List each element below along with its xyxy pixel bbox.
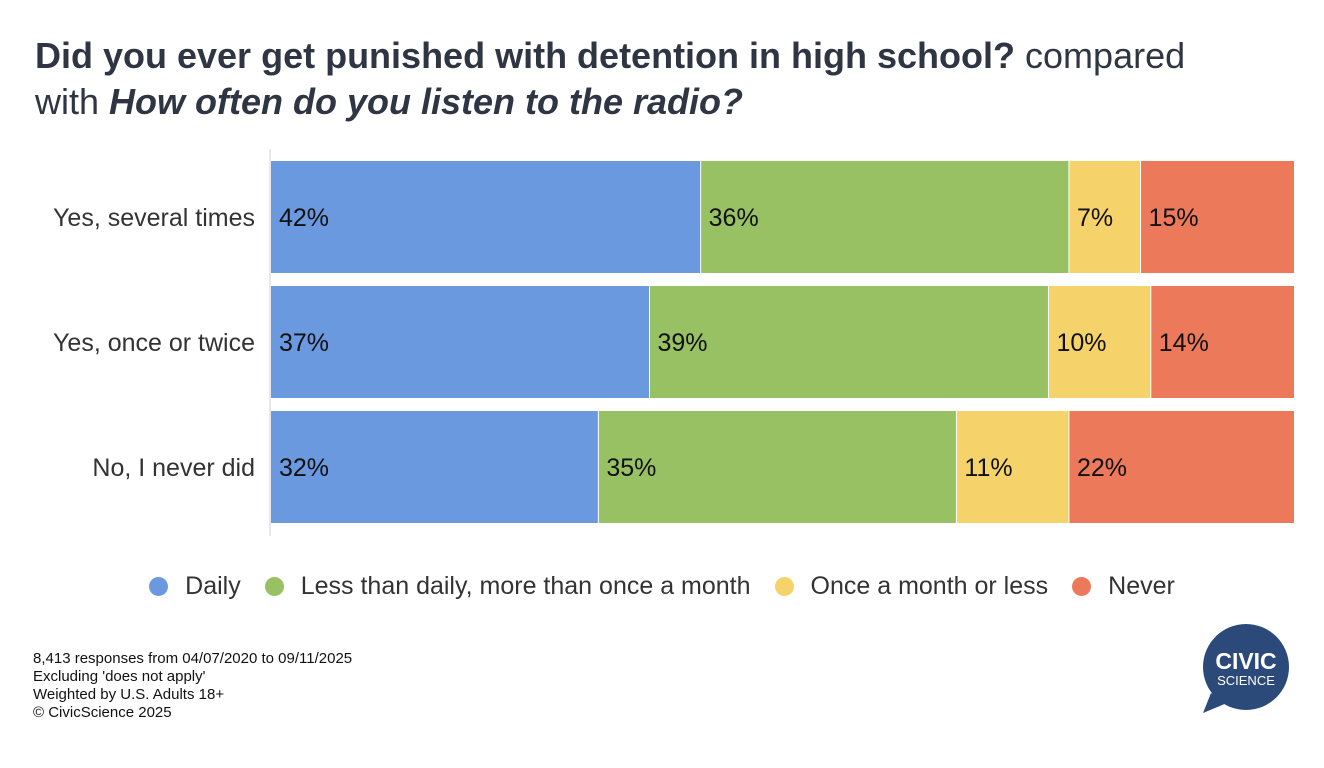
bar-yes-once-or-twice-less-than-daily-more-than-once-a-month (649, 286, 1049, 398)
legend-label-once-a-month: Once a month or less (810, 572, 1049, 600)
bar-yes-several-times-daily (271, 161, 701, 273)
bar-no-i-never-did-daily (271, 411, 599, 523)
data-label-yes-once-or-twice-daily: 37% (279, 329, 329, 357)
category-label-no-i-never-did: No, I never did (92, 454, 255, 482)
legend-swatch-less-than-daily (264, 577, 284, 596)
legend-label-less-than-daily: Less than daily, more than once a month (300, 572, 751, 600)
data-label-no-i-never-did-less-than-daily-more-than-once-a-month: 35% (606, 454, 656, 482)
data-label-yes-several-times-never: 15% (1149, 204, 1199, 232)
data-label-no-i-never-did-never: 22% (1077, 454, 1127, 482)
bar-no-i-never-did-less-than-daily-more-than-once-a-month (598, 411, 957, 523)
footnote-exclusion: Excluding 'does not apply' (33, 668, 206, 685)
legend-item-daily: Daily (149, 572, 241, 601)
logo-bubble (1203, 624, 1289, 710)
bar-yes-once-or-twice-once-a-month-or-less (1048, 286, 1151, 398)
legend-swatch-once-a-month (774, 577, 794, 596)
logo-text-civic: CIVIC (1215, 648, 1276, 674)
bar-no-i-never-did-once-a-month-or-less (956, 411, 1069, 523)
data-label-yes-once-or-twice-never: 14% (1159, 329, 1209, 357)
legend-label-daily: Daily (185, 572, 241, 600)
footnote-responses: 8,413 responses from 04/07/2020 to 09/11… (33, 650, 353, 667)
legend-item-never: Never (1072, 572, 1175, 601)
logo-text-science: SCIENCE (1217, 673, 1275, 688)
legend-label-never: Never (1108, 572, 1175, 600)
civicscience-logo: CIVIC SCIENCE (1203, 624, 1289, 713)
footnotes: 8,413 responses from 04/07/2020 to 09/11… (33, 650, 352, 722)
bar-yes-several-times-never (1140, 161, 1294, 273)
bar-yes-once-or-twice-never (1150, 286, 1294, 398)
legend-item-less-than-daily: Less than daily, more than once a month (264, 572, 751, 601)
data-label-yes-once-or-twice-once-a-month-or-less: 10% (1056, 329, 1106, 357)
category-label-yes-several-times: Yes, several times (53, 204, 255, 232)
bar-yes-several-times-less-than-daily-more-than-once-a-month (700, 161, 1069, 273)
data-label-no-i-never-did-once-a-month-or-less: 11% (964, 454, 1012, 482)
bar-no-i-never-did-never (1068, 411, 1294, 523)
title-connector-with: with (35, 81, 100, 122)
title-question-2: How often do you listen to the radio? (109, 81, 744, 122)
chart-title: Did you ever get punished with detention… (35, 33, 1295, 125)
bar-yes-once-or-twice-daily (271, 286, 650, 398)
legend-swatch-daily (149, 577, 169, 596)
legend-swatch-never (1072, 577, 1092, 596)
category-label-yes-once-or-twice: Yes, once or twice (53, 329, 255, 357)
footnote-copyright: © CivicScience 2025 (33, 704, 172, 721)
title-question-1: Did you ever get punished with detention… (35, 35, 1016, 76)
stacked-bar-chart: Yes, several times 42% 36% 7% 15% Yes, once o… (53, 149, 1294, 536)
title-connector-compared: compared (1025, 35, 1186, 76)
chart-legend: Daily Less than daily, more than once a … (0, 572, 1324, 601)
footnote-weighting: Weighted by U.S. Adults 18+ (33, 686, 225, 703)
bar-yes-several-times-once-a-month-or-less (1068, 161, 1141, 273)
data-label-no-i-never-did-daily: 32% (279, 454, 329, 482)
data-label-yes-once-or-twice-less-than-daily-more-than-once-a-month: 39% (658, 329, 708, 357)
data-label-yes-several-times-daily: 42% (279, 204, 329, 232)
data-label-yes-several-times-once-a-month-or-less: 7% (1077, 204, 1113, 232)
logo-bubble-tail (1203, 693, 1227, 713)
legend-item-once-a-month: Once a month or less (774, 572, 1049, 601)
data-label-yes-several-times-less-than-daily-more-than-once-a-month: 36% (709, 204, 759, 232)
